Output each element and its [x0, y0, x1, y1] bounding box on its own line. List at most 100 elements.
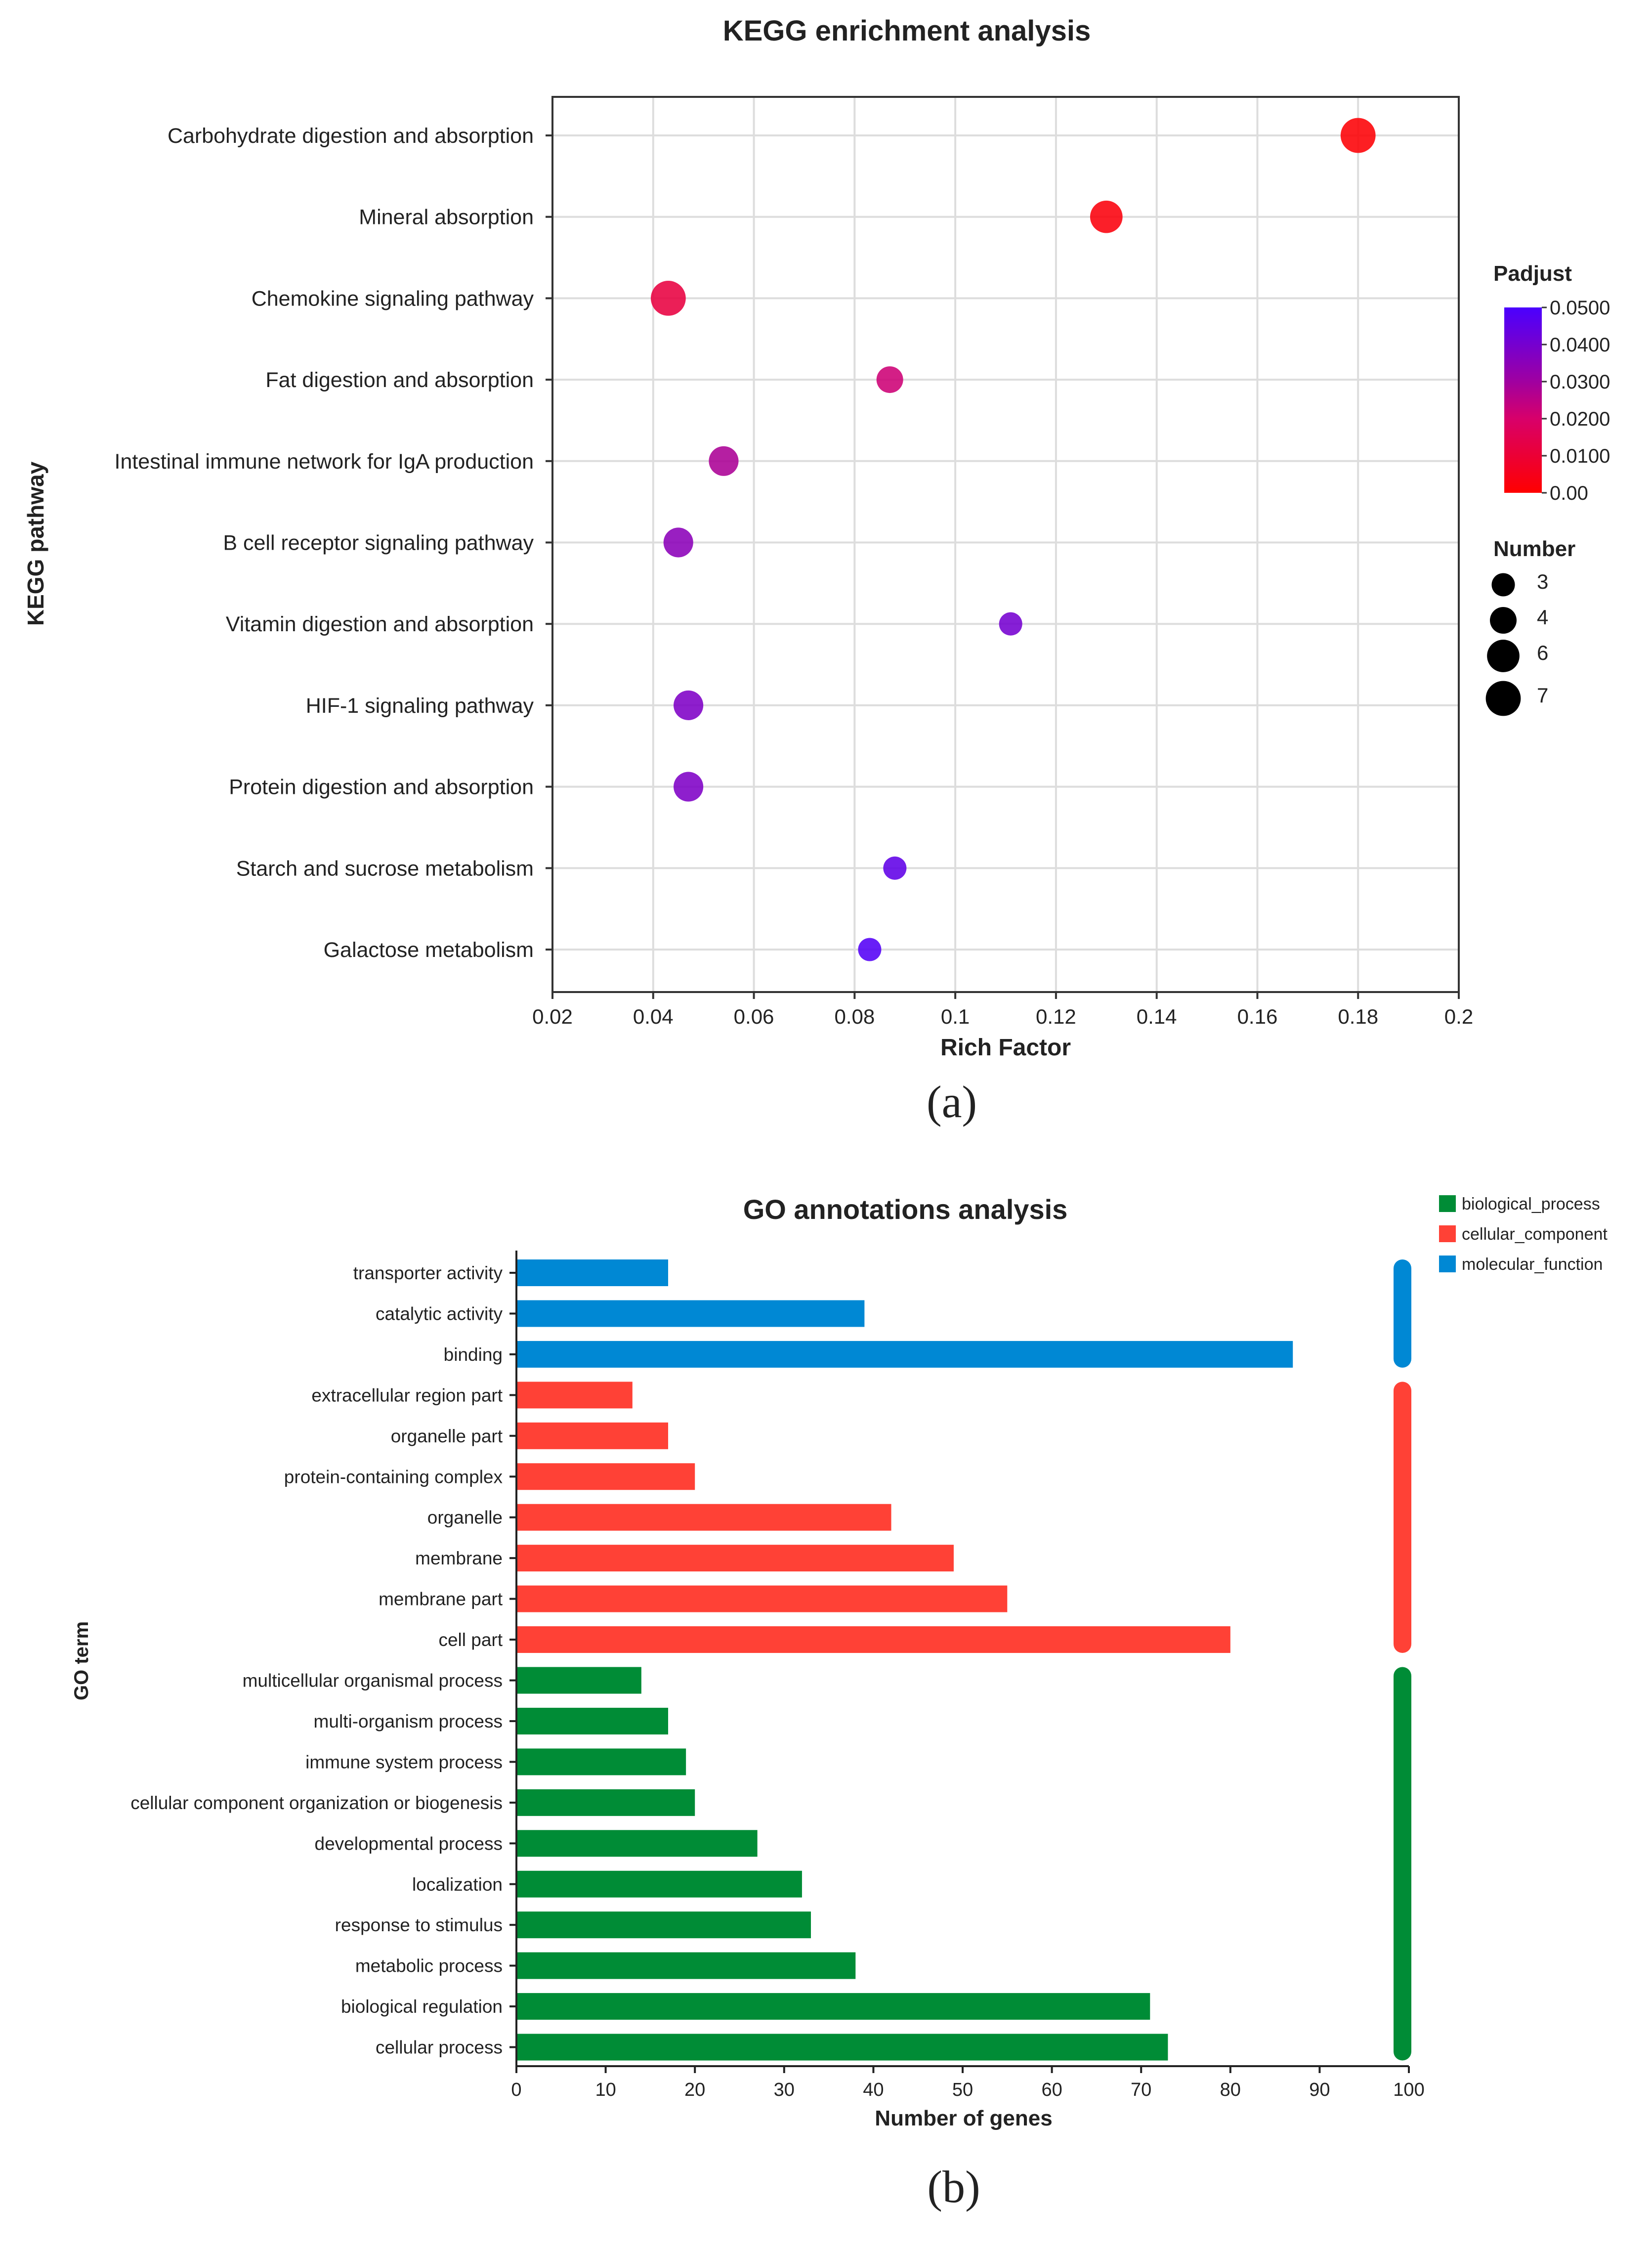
go-chart: GO annotations analysis biological_proce… — [71, 1194, 1608, 2212]
kegg-bubble — [674, 690, 704, 720]
kegg-bubble — [663, 527, 693, 558]
go-xtick-label: 60 — [1041, 2080, 1062, 2100]
go-legend-swatch — [1439, 1225, 1456, 1242]
kegg-pathway-label: Intestinal immune network for IgA produc… — [115, 450, 534, 474]
kegg-pathway-label: B cell receptor signaling pathway — [223, 531, 534, 555]
go-bar — [516, 1504, 891, 1531]
go-bar — [516, 2034, 1168, 2061]
panel-label-b: (b) — [927, 2162, 980, 2212]
go-bar — [516, 1667, 641, 1694]
kegg-plot-frame — [551, 96, 1460, 993]
go-bar — [516, 1341, 1293, 1368]
go-bar — [516, 1300, 865, 1327]
kegg-pathway-label: Galactose metabolism — [324, 938, 534, 962]
go-group-bar-biological-process — [1394, 1667, 1411, 2061]
go-group-bar-cellular-component — [1394, 1382, 1411, 1653]
go-xtick-label: 70 — [1131, 2080, 1151, 2100]
colorbar-tick-label: 0.0500 — [1550, 297, 1610, 319]
go-bar — [516, 1789, 695, 1816]
kegg-xtick-label: 0.12 — [1036, 1005, 1076, 1028]
go-term-label: transporter activity — [353, 1263, 503, 1283]
kegg-xtick-label: 0.16 — [1237, 1005, 1278, 1028]
kegg-pathway-label: Vitamin digestion and absorption — [226, 612, 534, 636]
kegg-legend-padjust-title: Padjust — [1493, 261, 1572, 286]
go-term-label: multicellular organismal process — [243, 1671, 503, 1691]
kegg-pathway-label: Carbohydrate digestion and absorption — [168, 124, 534, 148]
size-legend-label: 4 — [1537, 606, 1548, 629]
go-term-label: extracellular region part — [311, 1385, 503, 1405]
go-xtick-label: 80 — [1220, 2080, 1241, 2100]
kegg-pathway-label: Fat digestion and absorption — [265, 368, 534, 392]
kegg-bubble — [1340, 118, 1376, 153]
colorbar-tick-label: 0.0300 — [1550, 371, 1610, 393]
size-legend-label: 3 — [1537, 570, 1548, 593]
size-legend-dot — [1487, 640, 1520, 672]
kegg-xtick-label: 0.2 — [1444, 1005, 1473, 1028]
go-term-label: cellular component organization or bioge… — [130, 1793, 503, 1813]
colorbar-tick-label: 0.00 — [1550, 482, 1588, 504]
go-xlabel: Number of genes — [875, 2106, 1052, 2130]
colorbar-tick-label: 0.0400 — [1550, 334, 1610, 356]
kegg-ylabel: KEGG pathway — [23, 461, 48, 626]
go-term-label: binding — [444, 1344, 503, 1365]
size-legend-dot — [1490, 607, 1517, 634]
kegg-xtick-label: 0.04 — [633, 1005, 674, 1028]
go-term-label: cell part — [438, 1630, 503, 1650]
go-bar — [516, 1422, 669, 1449]
go-term-label: biological regulation — [341, 1996, 503, 2017]
go-xtick-label: 30 — [774, 2080, 795, 2100]
go-bar — [516, 1463, 695, 1490]
size-legend-label: 7 — [1537, 684, 1548, 707]
go-bar — [516, 1545, 954, 1572]
go-legend-swatch — [1439, 1256, 1456, 1272]
kegg-bubble — [876, 366, 903, 393]
panel-label-a: (a) — [927, 1077, 977, 1127]
go-xtick-label: 100 — [1393, 2080, 1424, 2100]
go-bar — [516, 1952, 856, 1979]
go-xtick-label: 90 — [1309, 2080, 1330, 2100]
kegg-xtick-label: 0.06 — [734, 1005, 774, 1028]
go-bar — [516, 1259, 669, 1286]
kegg-xtick-label: 0.02 — [532, 1005, 573, 1028]
go-term-label: catalytic activity — [376, 1303, 503, 1324]
go-term-label: cellular process — [376, 2037, 503, 2058]
go-legend-label: cellular_component — [1462, 1225, 1608, 1244]
go-title: GO annotations analysis — [743, 1194, 1068, 1225]
go-xtick-label: 0 — [511, 2080, 521, 2100]
go-term-label: membrane part — [379, 1589, 503, 1609]
kegg-bubble — [883, 856, 907, 880]
kegg-bubble — [858, 938, 882, 961]
go-term-label: protein-containing complex — [284, 1467, 503, 1487]
kegg-xtick-label: 0.08 — [834, 1005, 875, 1028]
go-bar — [516, 1707, 669, 1734]
go-xtick-label: 20 — [684, 2080, 705, 2100]
go-legend-swatch — [1439, 1195, 1456, 1212]
go-bar — [516, 1748, 686, 1776]
go-term-label: immune system process — [305, 1752, 503, 1772]
go-term-label: developmental process — [315, 1833, 503, 1854]
kegg-pathway-label: Mineral absorption — [359, 206, 534, 229]
go-bar — [516, 1870, 802, 1898]
kegg-bubble — [1090, 200, 1123, 233]
size-legend-dot — [1485, 681, 1521, 716]
kegg-xtick-label: 0.18 — [1338, 1005, 1378, 1028]
go-bar — [516, 1626, 1230, 1653]
go-bar — [516, 1911, 811, 1939]
kegg-xtick-label: 0.14 — [1137, 1005, 1177, 1028]
go-bar — [516, 1585, 1008, 1612]
go-term-label: metabolic process — [355, 1956, 503, 1976]
go-term-label: membrane — [415, 1548, 503, 1568]
kegg-bubble — [999, 612, 1022, 636]
kegg-legend-number-title: Number — [1493, 537, 1575, 561]
kegg-pathway-label: HIF-1 signaling pathway — [306, 694, 534, 718]
kegg-pathway-label: Protein digestion and absorption — [229, 776, 534, 799]
kegg-bubble — [650, 281, 686, 316]
kegg-bubble — [709, 446, 739, 476]
kegg-pathway-label: Chemokine signaling pathway — [252, 287, 534, 310]
go-legend-label: molecular_function — [1462, 1255, 1603, 1274]
go-term-label: multi-organism process — [314, 1711, 503, 1732]
go-term-label: localization — [412, 1874, 503, 1895]
kegg-xtick-label: 0.1 — [941, 1005, 970, 1028]
colorbar-tick-label: 0.0100 — [1550, 445, 1610, 467]
